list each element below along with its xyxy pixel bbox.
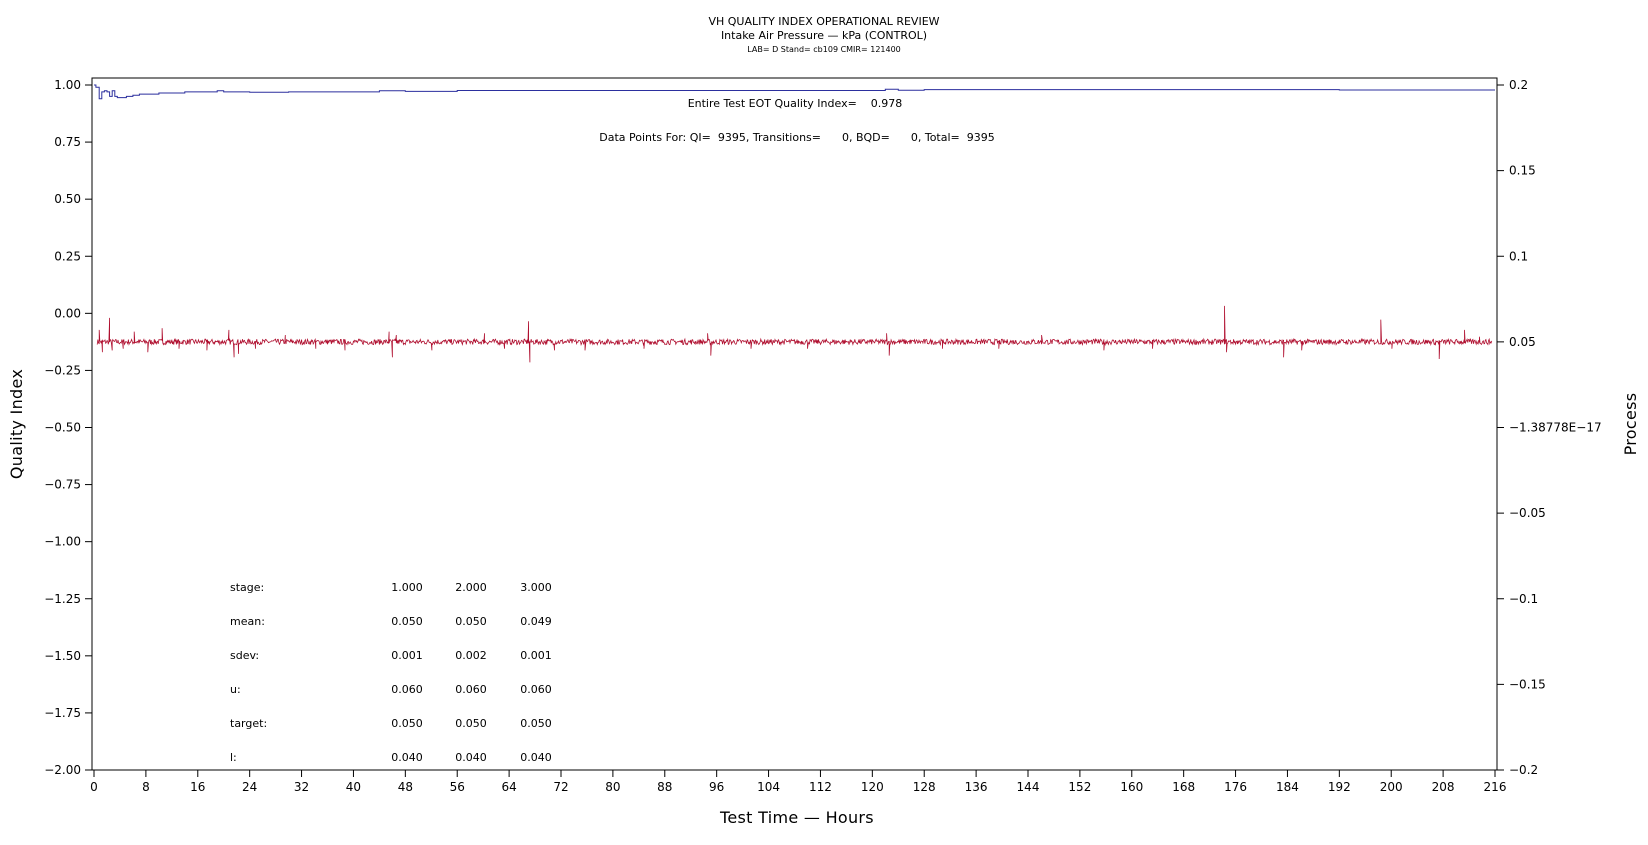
y-axis-label: Quality Index [7,369,26,479]
y2-tick-label: −0.2 [1509,763,1538,777]
y2-tick-label: −1.38778E−17 [1509,421,1602,435]
y2-tick-label: 0.1 [1509,249,1528,263]
stats-row-label: mean: [230,615,265,628]
x-axis-ticks: 0 8 16 24 32 40 48 56 64 72 80 88 96 104 112 120 128 136 1… [90,770,1506,794]
x-tick-label: 0 [90,780,98,794]
stats-cell: 0.050 [455,717,487,730]
x-tick-label: 88 [657,780,672,794]
stats-cell: 0.002 [455,649,487,662]
stats-cell: 0.040 [455,751,487,764]
x-tick-label: 184 [1276,780,1299,794]
x-tick-label: 32 [294,780,309,794]
x-tick-label: 200 [1380,780,1403,794]
x-tick-label: 208 [1432,780,1455,794]
stats-cell: 0.040 [391,751,423,764]
chart-subtitle: Intake Air Pressure — kPa (CONTROL) [721,29,927,42]
stats-cell: 2.000 [455,581,487,594]
stats-cell: 0.050 [391,717,423,730]
stats-cell: 0.050 [391,615,423,628]
y-tick-label: −1.75 [44,706,81,720]
stats-row-label: sdev: [230,649,259,662]
stats-row-label: l: [230,751,237,764]
y-tick-label: −2.00 [44,763,81,777]
stats-cell: 0.001 [391,649,423,662]
annotation-eot-quality-index: Entire Test EOT Quality Index= 0.978 [688,97,903,110]
x-tick-label: 120 [861,780,884,794]
stats-cell: 0.060 [455,683,487,696]
x-tick-label: 72 [553,780,568,794]
x-tick-label: 112 [809,780,832,794]
stats-cell: 0.040 [520,751,552,764]
x-tick-label: 168 [1172,780,1195,794]
stats-row-label: u: [230,683,241,696]
y-tick-label: −1.00 [44,535,81,549]
y-tick-label: 0.00 [54,306,81,320]
x-tick-label: 144 [1017,780,1040,794]
stats-cell: 0.060 [520,683,552,696]
y2-tick-label: 0.15 [1509,164,1536,178]
x-axis-label: Test Time — Hours [719,808,874,827]
stats-cell: 0.049 [520,615,552,628]
stats-cell: 0.060 [391,683,423,696]
stats-row-label: target: [230,717,267,730]
y2-axis-ticks: 0.2 0.15 0.1 0.05 −1.38778E−17 −0.05 −0.1 −0.15… [1497,78,1602,777]
stats-cell: 1.000 [391,581,423,594]
y2-tick-label: −0.05 [1509,506,1546,520]
x-tick-label: 56 [450,780,465,794]
stats-table: stage: 1.000 2.000 3.000 mean: 0.050 0.050 0.04… [230,581,552,764]
y2-tick-label: −0.15 [1509,677,1546,691]
y-tick-label: −0.25 [44,363,81,377]
x-tick-label: 192 [1328,780,1351,794]
y-tick-label: −1.25 [44,592,81,606]
y-tick-label: 0.25 [54,249,81,263]
x-tick-label: 96 [709,780,724,794]
y-tick-label: −0.50 [44,421,81,435]
x-tick-label: 128 [913,780,936,794]
stats-cell: 3.000 [520,581,552,594]
y2-axis-label: Process [1621,393,1640,456]
x-tick-label: 64 [501,780,516,794]
plot-frame [91,77,1498,771]
x-tick-label: 8 [142,780,150,794]
series-layer [94,84,1495,363]
x-tick-label: 24 [242,780,257,794]
y-tick-label: 1.00 [54,78,81,92]
x-tick-label: 176 [1224,780,1247,794]
x-tick-label: 136 [965,780,988,794]
stats-cell: 0.050 [455,615,487,628]
stats-cell: 0.001 [520,649,552,662]
y2-tick-label: 0.2 [1509,78,1528,92]
y-tick-label: 0.75 [54,135,81,149]
x-tick-label: 216 [1484,780,1507,794]
x-tick-label: 48 [398,780,413,794]
chart-subtitle-lab-info: LAB= D Stand= cb109 CMIR= 121400 [747,45,901,54]
y-axis-ticks: 1.00 0.75 0.50 0.25 0.00 −0.25 −0.50 −0.75 −1.00… [44,78,92,777]
process-series-line [96,305,1493,363]
x-tick-label: 160 [1120,780,1143,794]
y-tick-label: −0.75 [44,478,81,492]
stats-row-label: stage: [230,581,264,594]
y-tick-label: −1.50 [44,649,81,663]
x-tick-label: 104 [757,780,780,794]
x-tick-label: 40 [346,780,361,794]
chart-title: VH QUALITY INDEX OPERATIONAL REVIEW [708,15,939,28]
x-tick-label: 16 [190,780,205,794]
quality-index-series-line [94,84,1495,100]
y2-tick-label: −0.1 [1509,592,1538,606]
y-tick-label: 0.50 [54,192,81,206]
x-tick-label: 152 [1068,780,1091,794]
annotation-data-points: Data Points For: QI= 9395, Transitions= … [599,131,994,144]
stats-cell: 0.050 [520,717,552,730]
x-tick-label: 80 [605,780,620,794]
y2-tick-label: 0.05 [1509,335,1536,349]
